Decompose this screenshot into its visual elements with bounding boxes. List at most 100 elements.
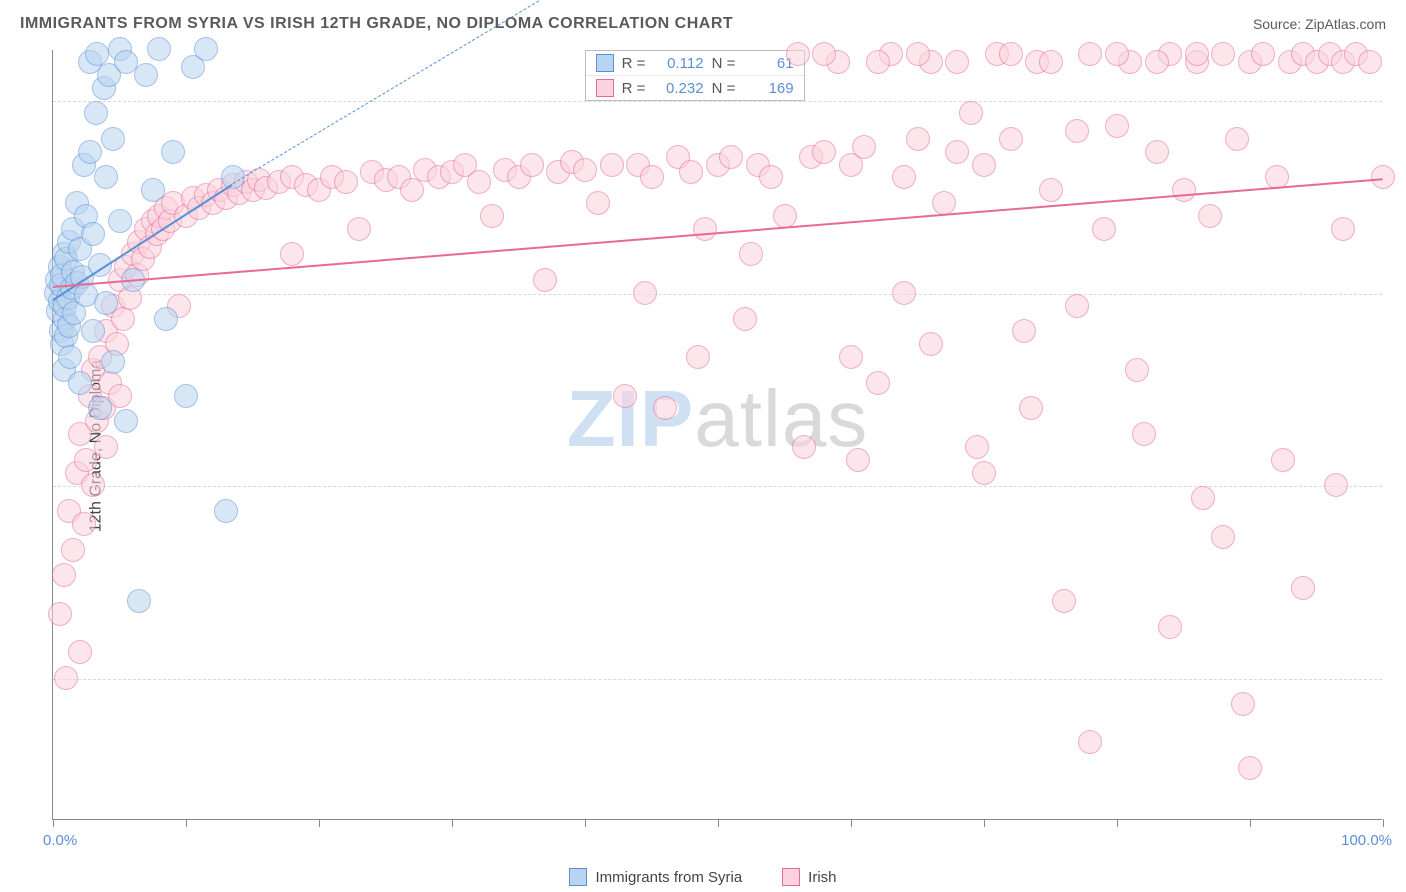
- data-point: [141, 178, 165, 202]
- x-tick: [1117, 819, 1118, 827]
- data-point: [78, 140, 102, 164]
- x-tick: [452, 819, 453, 827]
- data-point: [81, 319, 105, 343]
- data-point: [194, 37, 218, 61]
- legend-item: Irish: [782, 868, 836, 886]
- data-point: [1211, 525, 1235, 549]
- data-point: [1039, 50, 1063, 74]
- data-point: [108, 209, 132, 233]
- data-point: [1371, 165, 1395, 189]
- data-point: [68, 371, 92, 395]
- gridline: [53, 679, 1382, 680]
- data-point: [1231, 692, 1255, 716]
- data-point: [1078, 42, 1102, 66]
- data-point: [792, 435, 816, 459]
- stat-label: N =: [712, 55, 738, 72]
- legend-label: Immigrants from Syria: [595, 869, 742, 886]
- data-point: [892, 165, 916, 189]
- data-point: [147, 37, 171, 61]
- data-point: [101, 350, 125, 374]
- data-point: [686, 345, 710, 369]
- x-tick: [585, 819, 586, 827]
- gridline: [53, 101, 1382, 102]
- data-point: [154, 307, 178, 331]
- data-point: [174, 384, 198, 408]
- legend-swatch: [782, 868, 800, 886]
- data-point: [812, 42, 836, 66]
- data-point: [1092, 217, 1116, 241]
- stat-value: 0.112: [656, 55, 704, 72]
- bottom-legend: Immigrants from Syria Irish: [0, 868, 1406, 886]
- data-point: [679, 160, 703, 184]
- stat-value: 0.232: [656, 80, 704, 97]
- x-tick: [186, 819, 187, 827]
- watermark: ZIPatlas: [567, 373, 868, 465]
- data-point: [88, 396, 112, 420]
- data-point: [999, 127, 1023, 151]
- data-point: [972, 153, 996, 177]
- data-point: [1291, 576, 1315, 600]
- data-point: [965, 435, 989, 459]
- data-point: [919, 332, 943, 356]
- data-point: [600, 153, 624, 177]
- data-point: [906, 42, 930, 66]
- data-point: [68, 640, 92, 664]
- chart-title: IMMIGRANTS FROM SYRIA VS IRISH 12TH GRAD…: [20, 15, 733, 33]
- data-point: [945, 50, 969, 74]
- x-tick: [53, 819, 54, 827]
- stat-label: R =: [622, 55, 648, 72]
- data-point: [52, 563, 76, 587]
- data-point: [334, 170, 358, 194]
- data-point: [114, 409, 138, 433]
- stats-row: R =0.232N =169: [586, 75, 804, 100]
- data-point: [1019, 396, 1043, 420]
- data-point: [972, 461, 996, 485]
- legend-label: Irish: [808, 869, 836, 886]
- legend-swatch: [596, 79, 614, 97]
- x-tick: [1383, 819, 1384, 827]
- data-point: [480, 204, 504, 228]
- data-point: [48, 602, 72, 626]
- x-tick: [319, 819, 320, 827]
- x-tick: [984, 819, 985, 827]
- data-point: [520, 153, 544, 177]
- data-point: [1158, 615, 1182, 639]
- data-point: [72, 512, 96, 536]
- data-point: [1012, 319, 1036, 343]
- data-point: [1251, 42, 1275, 66]
- data-point: [84, 101, 108, 125]
- legend-swatch: [596, 54, 614, 72]
- data-point: [999, 42, 1023, 66]
- data-point: [573, 158, 597, 182]
- data-point: [1238, 756, 1262, 780]
- data-point: [739, 242, 763, 266]
- data-point: [773, 204, 797, 228]
- data-point: [280, 242, 304, 266]
- data-point: [214, 499, 238, 523]
- data-point: [1172, 178, 1196, 202]
- data-point: [1065, 294, 1089, 318]
- data-point: [719, 145, 743, 169]
- data-point: [1271, 448, 1295, 472]
- data-point: [866, 50, 890, 74]
- data-point: [1039, 178, 1063, 202]
- data-point: [134, 63, 158, 87]
- data-point: [1065, 119, 1089, 143]
- x-tick: [851, 819, 852, 827]
- x-tick: [718, 819, 719, 827]
- data-point: [81, 473, 105, 497]
- data-point: [1132, 422, 1156, 446]
- data-point: [1185, 42, 1209, 66]
- data-point: [586, 191, 610, 215]
- data-point: [1198, 204, 1222, 228]
- legend-item: Immigrants from Syria: [569, 868, 742, 886]
- data-point: [94, 165, 118, 189]
- data-point: [812, 140, 836, 164]
- y-tick-label: 92.5%: [1392, 285, 1406, 302]
- data-point: [1105, 114, 1129, 138]
- data-point: [633, 281, 657, 305]
- data-point: [1125, 358, 1149, 382]
- stats-legend-box: R =0.112N =61R =0.232N =169: [585, 50, 805, 101]
- scatter-plot: ZIPatlas R =0.112N =61R =0.232N =169 77.…: [52, 50, 1382, 820]
- gridline: [53, 486, 1382, 487]
